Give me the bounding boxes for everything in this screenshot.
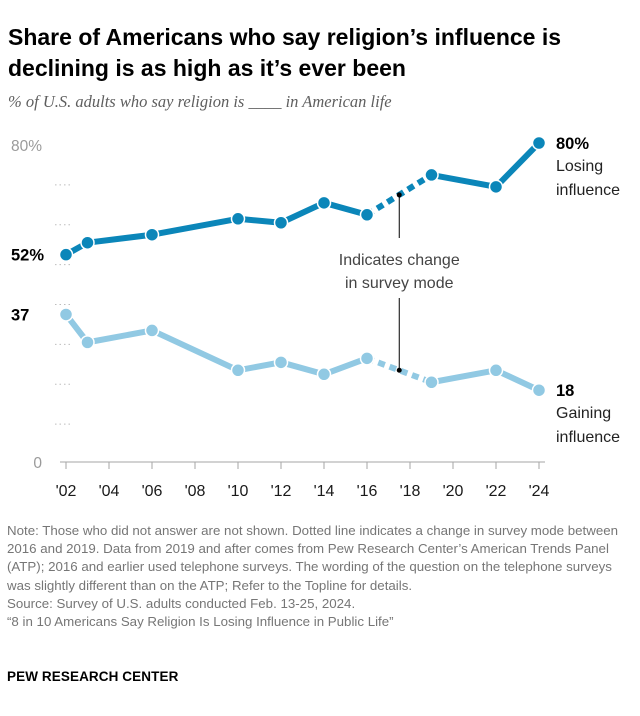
losing-influence-segment [428,171,499,190]
gaining-influence-point [80,335,95,350]
gaining-influence-point [531,382,547,398]
series-name-line: influence [556,429,620,446]
chart-title: Share of Americans who say religion’s in… [8,24,562,81]
line-chart: 0 80% '02 '04 '06 '08 '10 '12 '14 '16 '18 '20 '22 '24… [11,135,620,500]
brand-logo-text: PEW RESEARCH CENTER [7,669,179,684]
annotation-dot-bottom [396,367,402,373]
x-tick-label: '20 [443,483,464,500]
x-tick-label: '24 [529,483,550,500]
gaining-influence-point [230,363,246,378]
chart-notes: Note: Those who did not answer are not s… [7,522,627,631]
losing-influence-point [58,247,74,262]
gaining-influence-segment [235,359,284,374]
x-tick-label: '16 [357,483,378,500]
annotation-dot-top [396,192,402,198]
annotation-text: Indicates change [339,252,460,269]
losing-influence-point [531,135,547,151]
gaining-influence-segment [428,367,499,386]
losing-influence-point [316,195,332,211]
x-tick-label: '02 [56,483,77,500]
losing-influence-segment [493,140,542,190]
gaining-influence-segment [84,327,155,346]
losing-influence-point [80,235,95,250]
x-tick-label: '10 [228,483,249,500]
gaining-influence-point [359,351,375,366]
losing-influence-point [424,167,439,183]
series-name-line: Losing [556,158,603,175]
gaining-influence-point [273,355,289,370]
losing-influence-segment [278,199,327,226]
gaining-influence-point [488,363,504,378]
gaining-influence-end-label: 18 [556,382,574,400]
gaining-influence-point [316,367,332,382]
x-tick-label: '08 [185,483,206,500]
losing-influence-segment [321,199,370,218]
series-name-line: influence [556,182,620,199]
losing-influence-segment [84,231,155,246]
losing-influence-segment [149,215,241,238]
losing-influence-point [144,227,160,242]
x-tick-label: '14 [314,483,335,500]
gaining-influence-point [58,307,74,322]
losing-influence-point [273,215,289,230]
source-text: Source: Survey of U.S. adults conducted … [7,595,356,611]
y-tick-label: 0 [33,455,42,472]
losing-influence-point [230,211,246,227]
gaining-influence-segment [149,327,241,374]
losing-influence-start-label: 52% [11,247,44,265]
annotation-text: in survey mode [345,275,454,292]
losing-influence-point [359,207,375,223]
gaining-influence-point [144,323,160,338]
gaining-influence-point [424,375,439,390]
gaining-influence-segment [321,355,370,378]
series-name-line: Gaining [556,405,611,422]
x-tick-label: '18 [400,483,421,500]
x-tick-label: '12 [271,483,292,500]
x-tick-label: '04 [99,483,120,500]
gaining-influence-segment [493,367,542,394]
gaining-influence-segment [278,359,327,378]
losing-influence-end-label: 80% [556,135,589,153]
x-tick-label: '06 [142,483,163,500]
note-text: Note: Those who did not answer are not s… [7,523,619,593]
losing-influence-point [488,179,504,195]
chart-subtitle: % of U.S. adults who say religion is ___… [8,92,392,111]
report-title: “8 in 10 Americans Say Religion Is Losin… [7,614,394,630]
y-tick-label: 80% [11,138,42,155]
x-tick-label: '22 [486,483,507,500]
gaining-influence-start-label: 37 [11,306,29,324]
